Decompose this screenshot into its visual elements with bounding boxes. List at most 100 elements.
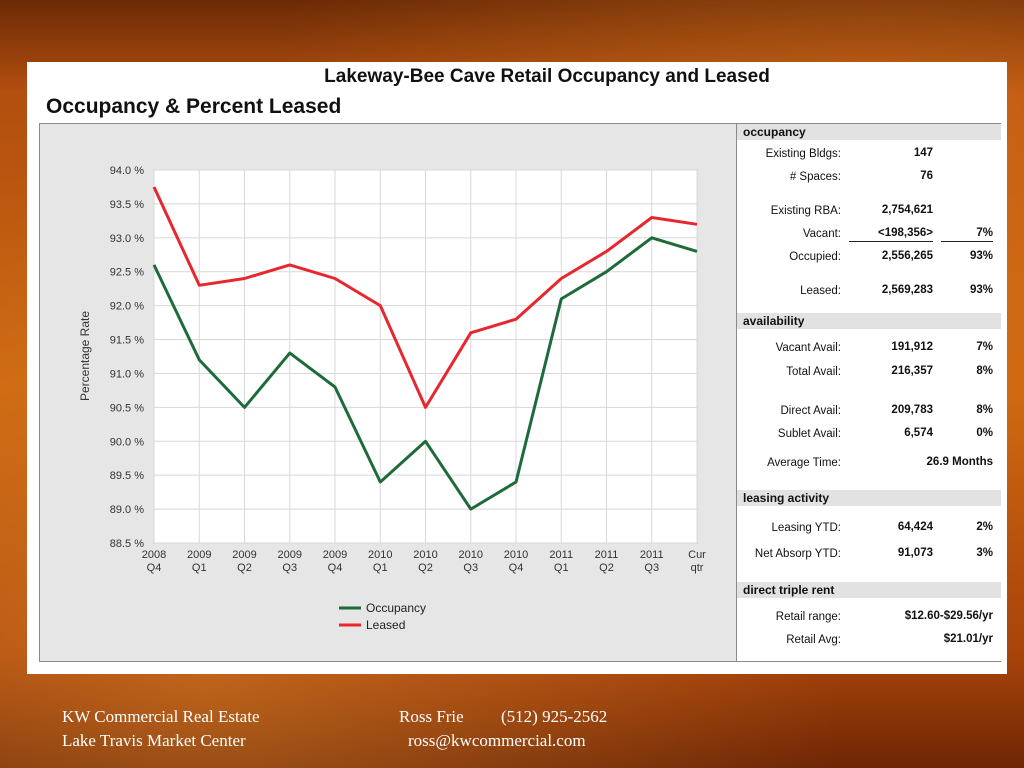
report-title: Lakeway-Bee Cave Retail Occupancy and Le… [324, 66, 770, 87]
leased-label: Leased: [800, 285, 841, 297]
footer-center: Lake Travis Market Center [62, 731, 246, 750]
vacant-avail-value: 191,912 [891, 341, 933, 353]
y-tick-labels: 94.0 % 93.5 % 93.0 % 92.5 % 92.0 % 91.5 % 91.0… [110, 165, 144, 550]
vacant-pct: 7% [941, 227, 993, 242]
y-axis-label: Percentage Rate [78, 311, 92, 401]
x-tick-label-qtr: Q4 [147, 562, 162, 574]
avg-time-label: Average Time: [767, 457, 841, 469]
x-tick-label-year: 2010 [413, 549, 437, 561]
x-tick-label-year: 2009 [232, 549, 256, 561]
x-tick-label-qtr: Q4 [509, 562, 524, 574]
y-tick-label: 94.0 % [110, 165, 144, 177]
x-tick-label-qtr: Q2 [599, 562, 614, 574]
x-tick-label-qtr: Q2 [418, 562, 433, 574]
x-tick-label-qtr: Q3 [282, 562, 297, 574]
rba-value: 2,754,621 [881, 204, 933, 216]
existing-bldgs-label: Existing Bldgs: [765, 148, 841, 160]
leasing-ytd-value: 64,424 [897, 521, 933, 533]
chart-subtitle: Occupancy & Percent Leased [46, 95, 342, 118]
sublet-avail-label: Sublet Avail: [777, 428, 841, 440]
series-lines [152, 186, 698, 511]
x-tick-label-qtr: Q3 [463, 562, 478, 574]
vacant-value: <198,356> [849, 227, 933, 242]
x-tick-label-qtr: Q4 [328, 562, 343, 574]
vacant-label: Vacant: [802, 228, 841, 240]
line-chart: 94.0 % 93.5 % 93.0 % 92.5 % 92.0 % 91.5 % 91.0… [78, 165, 706, 632]
x-tick-label-qtr: Q1 [192, 562, 207, 574]
direct-avail-label: Direct Avail: [780, 405, 841, 417]
y-tick-label: 89.5 % [110, 470, 144, 482]
retail-range-label: Retail range: [775, 611, 841, 623]
spaces-value: 76 [920, 170, 933, 182]
y-tick-label: 93.0 % [110, 233, 144, 245]
x-tick-label-qtr: Q1 [554, 562, 569, 574]
series-line-leased [152, 186, 698, 409]
x-tick-label-year: 2009 [187, 549, 211, 561]
y-tick-label: 93.5 % [110, 199, 144, 211]
retail-avg-value: $21.01/yr [943, 633, 993, 645]
x-tick-label-year: 2009 [323, 549, 347, 561]
y-tick-label: 91.0 % [110, 368, 144, 380]
x-tick-label-year: 2011 [595, 549, 619, 561]
x-tick-label-year: Cur [688, 549, 706, 561]
x-tick-labels: 2008Q42009Q12009Q22009Q32009Q42010Q12010… [142, 549, 706, 574]
section-leasing: leasing activity [737, 490, 1001, 506]
section-occupancy: occupancy [737, 124, 1001, 140]
retail-range-value: $12.60-$29.56/yr [904, 610, 993, 622]
total-avail-value: 216,357 [891, 365, 933, 377]
rba-label: Existing RBA: [770, 205, 841, 217]
x-tick-label-year: 2011 [549, 549, 573, 561]
total-avail-pct: 8% [976, 365, 993, 377]
y-tick-label: 92.0 % [110, 301, 144, 313]
y-tick-label: 88.5 % [110, 538, 144, 550]
vacant-avail-label: Vacant Avail: [775, 342, 841, 354]
grid-lines [153, 169, 698, 544]
sublet-avail-value: 6,574 [904, 427, 933, 439]
series-line-occupancy [152, 236, 698, 511]
occupied-label: Occupied: [789, 251, 841, 263]
footer-phone: (512) 925-2562 [501, 707, 608, 726]
footer-company: KW Commercial Real Estate [62, 707, 260, 726]
x-tick-label-qtr: Q2 [237, 562, 252, 574]
x-tick-label-qtr: Q1 [373, 562, 388, 574]
existing-bldgs-value: 147 [913, 147, 933, 159]
section-availability: availability [737, 313, 1001, 329]
avg-time-value: 26.9 Months [926, 456, 993, 468]
legend-occupancy-label: Occupancy [366, 601, 426, 615]
retail-avg-label: Retail Avg: [786, 634, 841, 646]
footer-email: ross@kwcommercial.com [408, 731, 586, 750]
vacant-avail-pct: 7% [976, 341, 993, 353]
total-avail-label: Total Avail: [786, 366, 841, 378]
x-tick-label-year: 2009 [278, 549, 302, 561]
stats-panel: occupancy Existing Bldgs: 147 # Spaces: … [737, 123, 1001, 662]
y-tick-label: 90.5 % [110, 402, 144, 414]
x-tick-label-year: 2010 [459, 549, 483, 561]
occupied-pct: 93% [969, 250, 993, 262]
leasing-ytd-label: Leasing YTD: [771, 522, 841, 534]
x-tick-label-year: 2010 [504, 549, 528, 561]
net-absorp-label: Net Absorp YTD: [754, 548, 841, 560]
chart-area: 94.0 % 93.5 % 93.0 % 92.5 % 92.0 % 91.5 % 91.0… [39, 123, 737, 662]
x-tick-label-qtr: qtr [691, 562, 704, 574]
section-rent: direct triple rent [737, 582, 1001, 598]
spaces-label: # Spaces: [789, 171, 841, 183]
net-absorp-value: 91,073 [897, 547, 933, 559]
report-panel: Lakeway-Bee Cave Retail Occupancy and Le… [27, 62, 1007, 674]
sublet-avail-pct: 0% [976, 427, 993, 439]
x-tick-label-year: 2008 [142, 549, 166, 561]
occupied-value: 2,556,265 [881, 250, 933, 262]
x-tick-label-year: 2011 [640, 549, 664, 561]
legend-leased-label: Leased [366, 618, 405, 632]
legend: Occupancy Leased [339, 601, 426, 632]
leased-pct: 93% [969, 284, 993, 296]
y-tick-label: 90.0 % [110, 436, 144, 448]
leased-value: 2,569,283 [881, 284, 933, 296]
y-tick-label: 91.5 % [110, 335, 144, 347]
footer-agent: Ross Frie [399, 707, 464, 726]
net-absorp-pct: 3% [976, 547, 993, 559]
direct-avail-pct: 8% [976, 404, 993, 416]
y-tick-label: 89.0 % [110, 504, 144, 516]
leasing-ytd-pct: 2% [976, 521, 993, 533]
direct-avail-value: 209,783 [891, 404, 933, 416]
y-tick-label: 92.5 % [110, 267, 144, 279]
